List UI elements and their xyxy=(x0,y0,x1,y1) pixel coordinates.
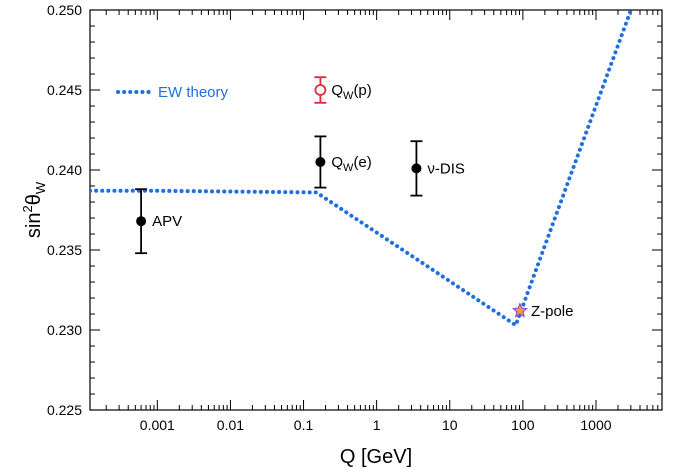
data-point-qw-e-: QW(e) xyxy=(314,135,372,189)
data-points: APV QW(e) QW(p) ν-DIS Z-pole xyxy=(135,76,574,320)
y-axis-ticks: 0.225 0.230 0.235 0.240 0.245 0.250 xyxy=(47,2,662,418)
point-label: QW(e) xyxy=(331,154,371,174)
point-label: Z-pole xyxy=(531,303,574,320)
x-tick-label: 10 xyxy=(442,417,458,433)
legend-label-ew-theory: EW theory xyxy=(158,84,229,101)
data-point-z-pole: Z-pole xyxy=(511,302,574,320)
plot-frame xyxy=(89,9,663,411)
marker xyxy=(314,84,327,96)
data-point-apv: APV xyxy=(135,188,182,255)
y-tick-label: 0.225 xyxy=(47,402,82,418)
y-axis-title-main: sin xyxy=(23,213,45,239)
y-tick-label: 0.250 xyxy=(47,2,82,18)
ew-theory-curve xyxy=(90,10,633,329)
y-axis-title-sup: 2 xyxy=(20,205,35,212)
star-marker xyxy=(511,302,529,318)
data-point--dis: ν-DIS xyxy=(410,140,465,197)
ew-theory-line xyxy=(90,10,633,329)
x-tick-label: 1 xyxy=(373,417,381,433)
x-tick-label: 0.001 xyxy=(140,417,175,433)
y-tick-label: 0.245 xyxy=(47,82,82,98)
point-label: APV xyxy=(152,213,182,230)
x-axis-title: Q [GeV] xyxy=(340,446,412,468)
x-tick-label: 100 xyxy=(511,417,535,433)
x-axis-ticks: 0.001 0.01 0.1 1 10 100 1000 xyxy=(105,10,663,433)
point-label: QW(p) xyxy=(331,82,371,102)
y-tick-label: 0.235 xyxy=(47,242,82,258)
y-tick-label: 0.230 xyxy=(47,322,82,338)
x-tick-label: 0.01 xyxy=(217,417,244,433)
marker xyxy=(411,163,422,174)
data-point-qw-p-: QW(p) xyxy=(314,76,372,104)
y-axis-title-sub: W xyxy=(33,181,48,194)
y-axis-title: sin2θW xyxy=(20,181,48,238)
y-axis-title-theta: θ xyxy=(23,194,45,205)
x-tick-label: 1000 xyxy=(580,417,611,433)
point-label: ν-DIS xyxy=(427,160,465,177)
x-tick-label: 0.1 xyxy=(294,417,314,433)
y-tick-label: 0.240 xyxy=(47,162,82,178)
marker xyxy=(315,157,326,167)
marker xyxy=(136,216,147,227)
legend: EW theory xyxy=(116,84,229,101)
